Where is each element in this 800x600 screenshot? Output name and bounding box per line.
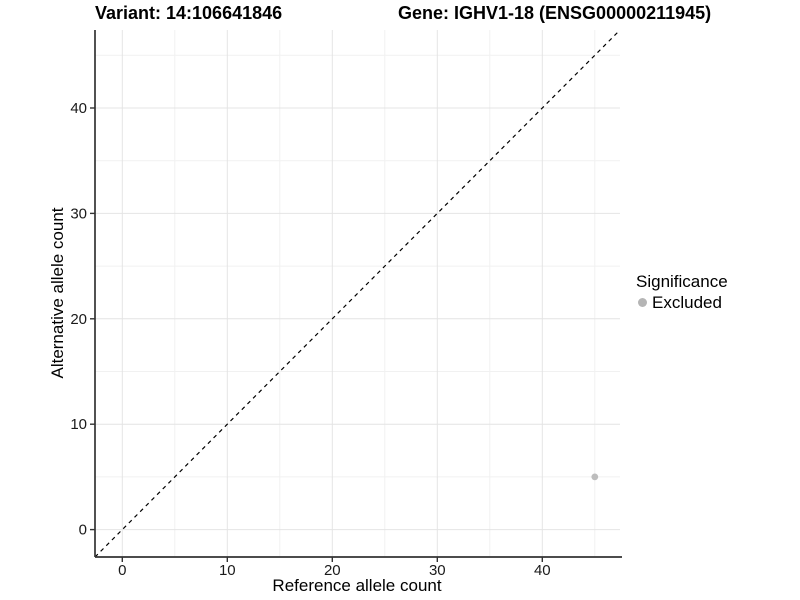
gene-title: Gene: IGHV1-18 (ENSG00000211945) [398, 3, 712, 23]
legend-item-label: Excluded [652, 292, 722, 312]
y-axis-title: Alternative allele count [48, 207, 67, 379]
legend-point-icon [638, 298, 647, 307]
variant-title: Variant: 14:106641846 [95, 3, 283, 23]
identity-line [94, 29, 621, 558]
y-tick-label: 40 [70, 100, 87, 117]
y-tick-label: 30 [70, 205, 87, 222]
x-tick-label: 20 [324, 562, 341, 579]
legend: Significance Excluded [636, 271, 728, 313]
x-tick-label: 30 [429, 562, 446, 579]
data-point [591, 473, 599, 481]
x-tick-label: 0 [118, 562, 126, 579]
legend-item-excluded: Excluded [636, 292, 728, 313]
x-axis-title: Reference allele count [272, 576, 442, 595]
y-tick-label: 20 [70, 311, 87, 328]
legend-title: Significance [636, 272, 728, 291]
x-tick-label: 10 [219, 562, 236, 579]
y-tick-label: 0 [79, 522, 87, 539]
x-tick-label: 40 [534, 562, 551, 579]
y-tick-label: 10 [70, 416, 87, 433]
